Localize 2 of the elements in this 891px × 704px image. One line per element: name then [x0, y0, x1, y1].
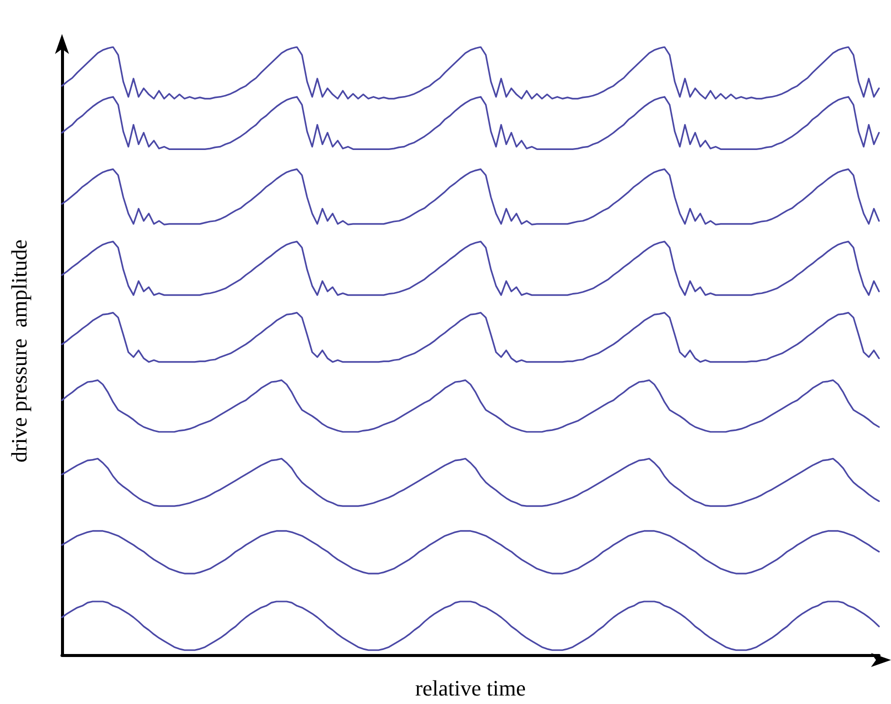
x-axis-title: relative time: [415, 676, 526, 700]
y-axis-title: drive pressure amplitude: [6, 240, 32, 462]
